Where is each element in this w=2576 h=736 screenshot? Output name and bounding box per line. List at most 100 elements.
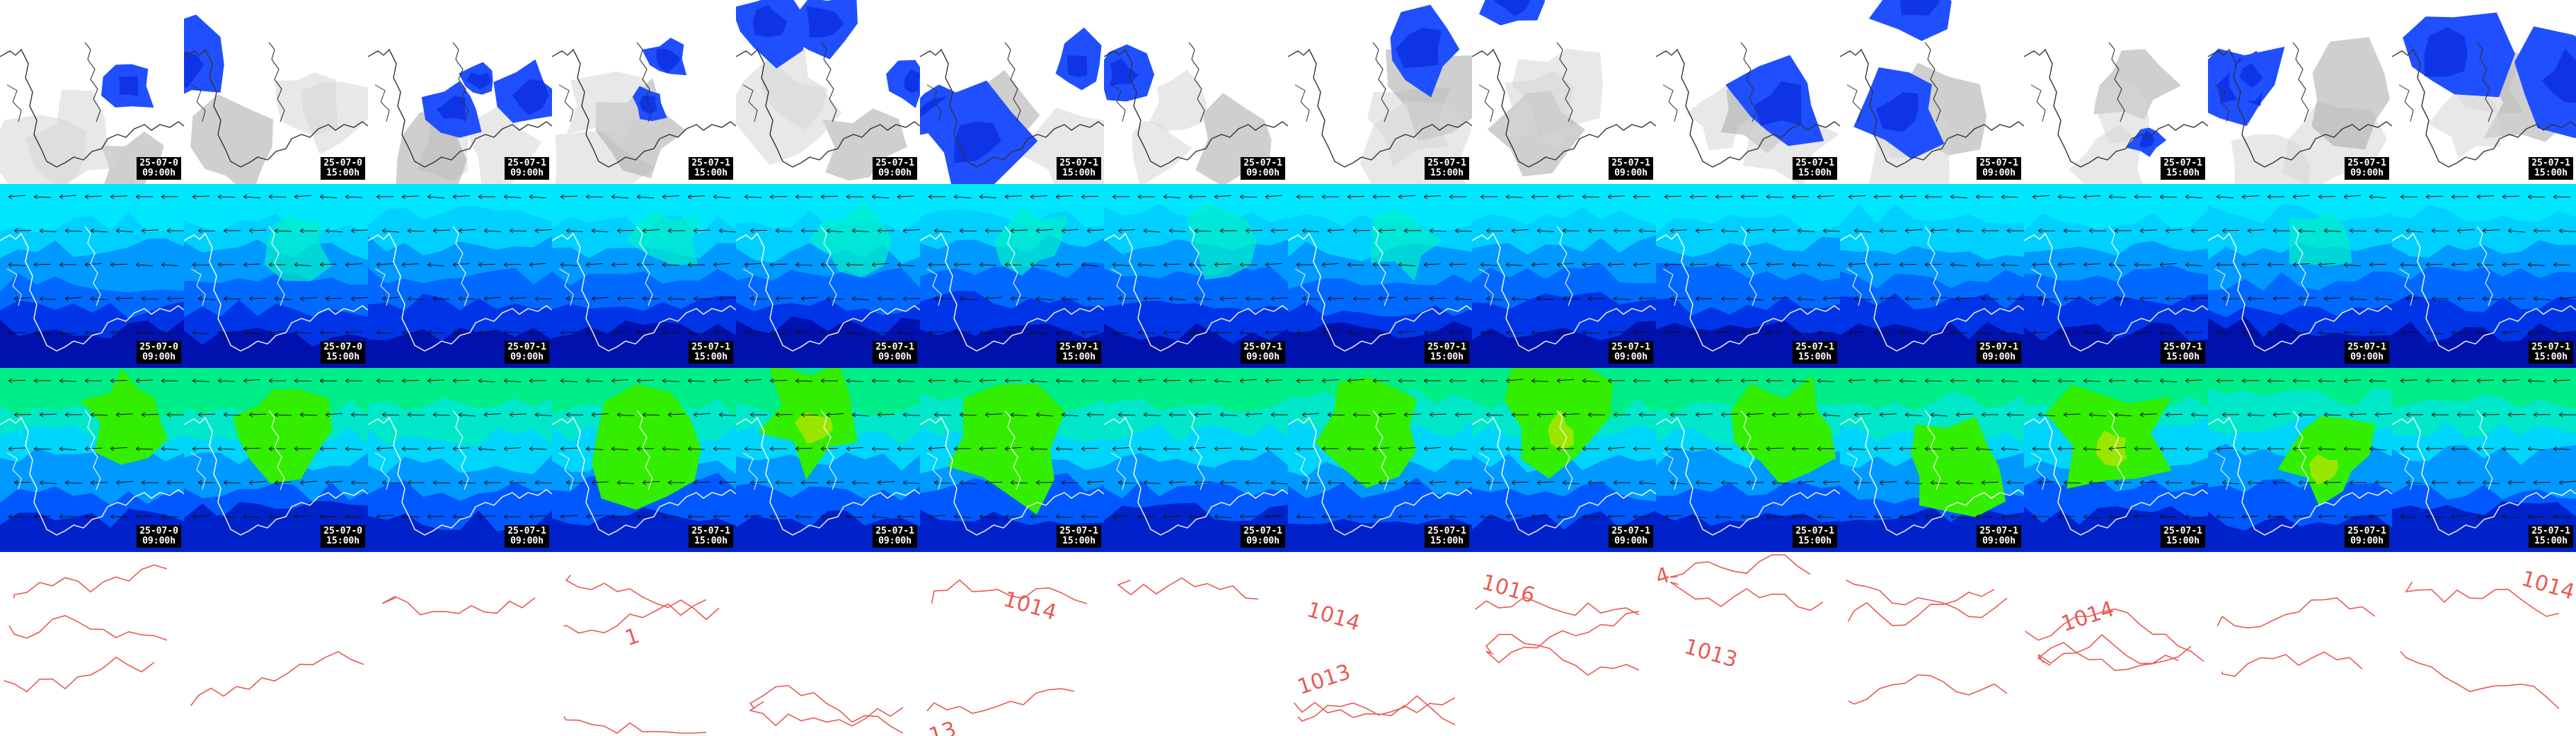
timestamp-badge: 25-07-0 15:00h <box>321 525 365 548</box>
map-tile-precipitation: 25-07-0 15:00h <box>184 0 368 184</box>
timestamp-time: 15:00h <box>2534 168 2568 178</box>
map-field <box>2024 378 2208 552</box>
timestamp-time: 15:00h <box>2166 352 2200 362</box>
timestamp-badge: 25-07-1 15:00h <box>2529 525 2573 548</box>
map-field <box>1288 194 1472 368</box>
timestamp-time: 15:00h <box>1798 536 1832 546</box>
map-tile-precipitation: 25-07-1 15:00h <box>1288 0 1472 184</box>
timestamp-date: 25-07-1 <box>2531 342 2570 352</box>
timestamp-badge: 25-07-1 09:00h <box>505 525 549 548</box>
map-tile-humidity-mid: 25-07-1 09:00h <box>1472 368 1656 552</box>
map-field <box>736 368 920 552</box>
timestamp-time: 09:00h <box>510 352 544 362</box>
timestamp-badge: 25-07-1 15:00h <box>1057 341 1101 364</box>
map-tile-humidity-mid: 25-07-1 09:00h <box>2208 368 2392 552</box>
timestamp-time: 09:00h <box>1982 536 2016 546</box>
timestamp-date: 25-07-1 <box>1243 158 1282 168</box>
map-tile-humidity-low: 25-07-1 15:00h <box>920 184 1104 368</box>
timestamp-time: 09:00h <box>2350 352 2384 362</box>
timestamp-time: 09:00h <box>142 536 176 546</box>
timestamp-time: 09:00h <box>878 168 912 178</box>
timestamp-badge: 25-07-1 09:00h <box>1609 341 1653 364</box>
map-tile-humidity-low: 25-07-1 09:00h <box>736 184 920 368</box>
timestamp-badge: 25-07-1 15:00h <box>1793 157 1837 180</box>
timestamp-badge: 25-07-1 15:00h <box>2161 341 2205 364</box>
timestamp-date: 25-07-1 <box>2163 158 2202 168</box>
map-tile-humidity-low: 25-07-0 09:00h <box>0 184 184 368</box>
timestamp-time: 09:00h <box>2350 536 2384 546</box>
map-field <box>1104 42 1288 184</box>
map-field <box>1472 194 1656 368</box>
map-tile-humidity-low: 25-07-1 15:00h <box>552 184 736 368</box>
map-tile-humidity-mid: 25-07-0 15:00h <box>184 368 368 552</box>
timestamp-badge: 25-07-1 09:00h <box>2345 525 2389 548</box>
timestamp-badge: 25-07-1 09:00h <box>1609 525 1653 548</box>
isobar-lines <box>4 554 2560 734</box>
timestamp-badge: 25-07-1 09:00h <box>505 157 549 180</box>
timestamp-date: 25-07-0 <box>323 342 362 352</box>
timestamp-time: 15:00h <box>2534 536 2568 546</box>
map-tile-humidity-mid: 25-07-0 09:00h <box>0 368 184 552</box>
timestamp-date: 25-07-1 <box>875 342 914 352</box>
timestamp-time: 09:00h <box>142 168 176 178</box>
map-tile-humidity-mid: 25-07-1 09:00h <box>736 368 920 552</box>
map-tile-precipitation: 25-07-1 15:00h <box>552 0 736 184</box>
map-field <box>552 38 736 184</box>
timestamp-date: 25-07-1 <box>691 158 730 168</box>
map-field <box>184 378 368 552</box>
timestamp-badge: 25-07-1 15:00h <box>2161 157 2205 180</box>
timestamp-badge: 25-07-1 09:00h <box>1241 341 1285 364</box>
map-tile-precipitation: 25-07-1 09:00h <box>736 0 920 184</box>
map-field <box>2208 378 2392 552</box>
map-tile-humidity-low: 25-07-1 09:00h <box>1104 184 1288 368</box>
timestamp-time: 15:00h <box>1430 352 1464 362</box>
timestamp-badge: 25-07-1 09:00h <box>505 341 549 364</box>
timestamp-date: 25-07-1 <box>1611 158 1650 168</box>
map-tile-precipitation: 25-07-1 09:00h <box>1840 0 2024 184</box>
timestamp-badge: 25-07-1 15:00h <box>1057 157 1101 180</box>
timestamp-badge: 25-07-1 15:00h <box>1057 525 1101 548</box>
timestamp-date: 25-07-1 <box>875 158 914 168</box>
timestamp-date: 25-07-1 <box>1059 526 1098 536</box>
map-tile-humidity-mid: 25-07-1 15:00h <box>2392 368 2576 552</box>
map-field <box>2392 378 2576 552</box>
map-field <box>552 378 736 552</box>
timestamp-badge: 25-07-0 09:00h <box>137 341 181 364</box>
timestamp-badge: 25-07-0 15:00h <box>321 157 365 180</box>
timestamp-time: 15:00h <box>1798 352 1832 362</box>
timestamp-time: 15:00h <box>1062 352 1096 362</box>
map-field <box>1472 368 1656 552</box>
timestamp-date: 25-07-1 <box>507 526 546 536</box>
map-tile-humidity-low: 25-07-0 15:00h <box>184 184 368 368</box>
timestamp-badge: 25-07-1 15:00h <box>1793 525 1837 548</box>
timestamp-badge: 25-07-1 15:00h <box>689 341 733 364</box>
timestamp-time: 09:00h <box>1246 536 1280 546</box>
map-tile-humidity-mid: 25-07-1 15:00h <box>920 368 1104 552</box>
timestamp-date: 25-07-1 <box>2347 526 2386 536</box>
timestamp-date: 25-07-1 <box>2531 526 2570 536</box>
timestamp-date: 25-07-1 <box>691 342 730 352</box>
timestamp-badge: 25-07-1 09:00h <box>1241 525 1285 548</box>
map-field <box>368 194 552 368</box>
map-tile-humidity-low: 25-07-1 15:00h <box>1288 184 1472 368</box>
map-tile-precipitation: 25-07-1 09:00h <box>2208 0 2392 184</box>
map-tile-humidity-mid: 25-07-1 09:00h <box>368 368 552 552</box>
timestamp-time: 09:00h <box>1982 352 2016 362</box>
timestamp-time: 09:00h <box>1614 536 1648 546</box>
isobar-row: 1014 13 1014 1013 1016 4 1013 1014 1014 1 <box>0 552 2576 736</box>
map-tile-precipitation: 25-07-1 09:00h <box>368 0 552 184</box>
map-field <box>736 194 920 368</box>
map-field <box>368 42 552 184</box>
map-field <box>2392 194 2576 368</box>
timestamp-date: 25-07-0 <box>323 526 362 536</box>
map-field <box>736 0 920 181</box>
map-field <box>2024 194 2208 368</box>
timestamp-time: 09:00h <box>1982 168 2016 178</box>
timestamp-time: 15:00h <box>694 352 728 362</box>
timestamp-date: 25-07-0 <box>323 158 362 168</box>
map-tile-precipitation: 25-07-1 15:00h <box>2024 0 2208 184</box>
timestamp-date: 25-07-0 <box>139 342 178 352</box>
map-tile-humidity-mid: 25-07-1 15:00h <box>2024 368 2208 552</box>
timestamp-time: 09:00h <box>2350 168 2384 178</box>
